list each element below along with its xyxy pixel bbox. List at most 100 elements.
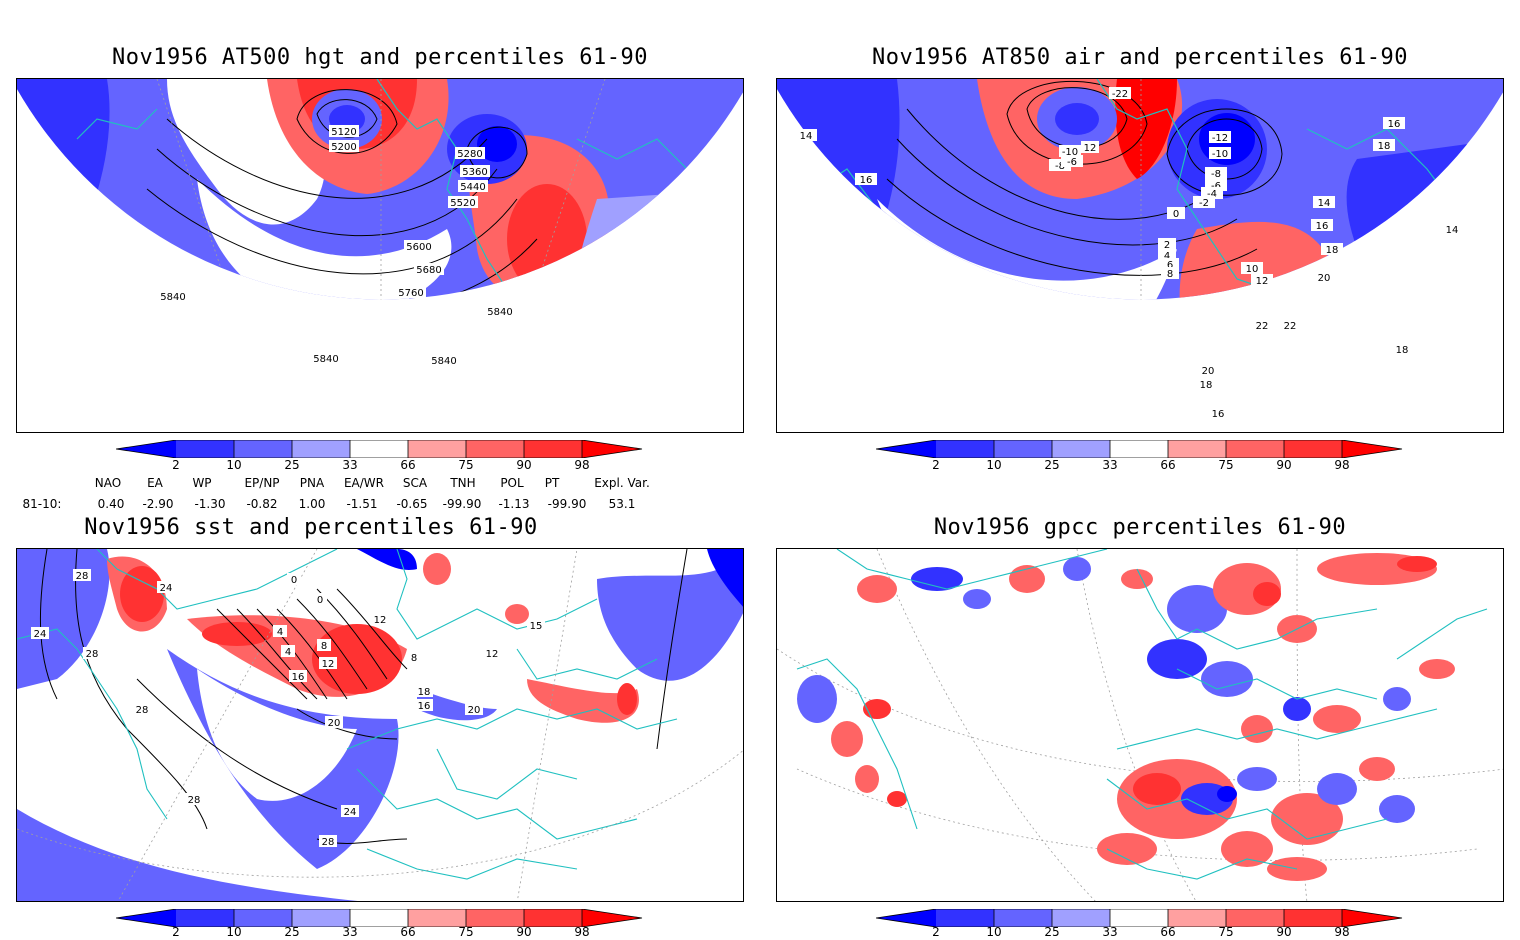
contour-label: 5520 bbox=[450, 198, 475, 209]
contour-label: 12 bbox=[322, 659, 335, 670]
colorbar-svg bbox=[115, 439, 643, 459]
colorbar-label: 90 bbox=[1276, 458, 1292, 472]
index-header: EP/NP bbox=[244, 476, 280, 490]
index-header: POL bbox=[500, 476, 524, 490]
map-at850-svg: -22 -12 -10 -8 -6 -4 -2 0 2 4 6 8 10 12 … bbox=[777, 79, 1503, 420]
colorbar-label: 10 bbox=[226, 925, 242, 939]
contour-label: 14 bbox=[1446, 225, 1459, 236]
contour-label: 18 bbox=[418, 687, 431, 698]
contour-label: 15 bbox=[530, 621, 543, 632]
contour-label: 18 bbox=[1326, 245, 1339, 256]
colorbar-label: 75 bbox=[1218, 458, 1234, 472]
map-sst: 28 24 24 28 28 0 0 4 4 8 12 16 20 24 28 … bbox=[16, 548, 744, 902]
colorbar-label: 98 bbox=[1334, 925, 1350, 939]
contour-label: 8 bbox=[411, 653, 417, 664]
index-value: 0.40 bbox=[97, 497, 125, 511]
contour-label: 18 bbox=[1200, 380, 1213, 391]
colorbar-label: 25 bbox=[1044, 458, 1060, 472]
index-header: EA/WR bbox=[343, 476, 385, 490]
colorbar-top-right: 2 10 25 33 66 75 90 98 bbox=[875, 439, 1406, 476]
colorbar-label: 98 bbox=[574, 925, 590, 939]
panel-title-sst: Nov1956 sst and percentiles 61-90 bbox=[84, 515, 538, 540]
colorbar-label: 33 bbox=[1102, 925, 1118, 939]
contour-label: 22 bbox=[1256, 321, 1269, 332]
contour-label: -4 bbox=[1207, 189, 1217, 200]
index-header: PNA bbox=[299, 476, 325, 490]
contour-label: 16 bbox=[1388, 119, 1401, 130]
contour-label: 14 bbox=[1318, 198, 1331, 209]
contour-label: -8 bbox=[1055, 161, 1065, 172]
contour-label: 28 bbox=[136, 705, 149, 716]
index-row-label: 81-10: bbox=[22, 497, 62, 511]
map-gpcc-svg bbox=[777, 549, 1503, 901]
colorbar-label: 25 bbox=[1044, 925, 1060, 939]
contour-label: 5840 bbox=[431, 356, 456, 367]
contour-label: -8 bbox=[1211, 169, 1221, 180]
contour-label: 10 bbox=[1246, 264, 1259, 275]
colorbar-label: 66 bbox=[1160, 458, 1176, 472]
contour-label: 5600 bbox=[406, 242, 431, 253]
colorbar-label: 75 bbox=[458, 925, 474, 939]
colorbar-label: 2 bbox=[932, 925, 940, 939]
contour-label: 8 bbox=[321, 641, 327, 652]
colorbar-label: 98 bbox=[1334, 458, 1350, 472]
contour-label: 0 bbox=[291, 575, 297, 586]
contour-label: 18 bbox=[1378, 141, 1391, 152]
colorbar-label: 10 bbox=[986, 458, 1002, 472]
map-gpcc bbox=[776, 548, 1504, 902]
colorbar-label: 98 bbox=[574, 458, 590, 472]
colorbar-label: 2 bbox=[932, 458, 940, 472]
contour-label: 5360 bbox=[462, 167, 487, 178]
colorbar-label: 33 bbox=[1102, 458, 1118, 472]
contour-label: 5840 bbox=[487, 307, 512, 318]
colorbar-label: 33 bbox=[342, 458, 358, 472]
colorbar-label: 25 bbox=[284, 458, 300, 472]
colorbar-top-left: 2 10 25 33 66 75 90 98 bbox=[115, 439, 646, 476]
map-at500-svg: 5120 5200 5280 5360 5440 5520 5600 5680 … bbox=[17, 79, 743, 367]
panel-title-at850: Nov1956 AT850 air and percentiles 61-90 bbox=[871, 45, 1409, 70]
colorbar-label: 2 bbox=[172, 458, 180, 472]
contour-label: 5680 bbox=[416, 265, 441, 276]
contour-label: 5120 bbox=[331, 127, 356, 138]
colorbar-label: 66 bbox=[1160, 925, 1176, 939]
colorbar-svg bbox=[115, 908, 643, 928]
contour-label: 12 bbox=[1084, 143, 1097, 154]
contour-label: 5440 bbox=[460, 182, 485, 193]
contour-label: 28 bbox=[188, 795, 201, 806]
index-value: -1.13 bbox=[498, 497, 530, 511]
index-value: -99.90 bbox=[442, 497, 482, 511]
contour-label: 12 bbox=[1256, 276, 1269, 287]
contour-label: 24 bbox=[34, 629, 47, 640]
contour-label: 16 bbox=[418, 701, 431, 712]
contour-label: 4 bbox=[277, 627, 283, 638]
panel-title-gpcc: Nov1956 gpcc percentiles 61-90 bbox=[933, 515, 1347, 540]
contour-label: 4 bbox=[285, 647, 291, 658]
contour-label: 20 bbox=[1318, 273, 1331, 284]
colorbar-label: 10 bbox=[226, 458, 242, 472]
colorbar-bottom-right: 2 10 25 33 66 75 90 98 bbox=[875, 908, 1406, 940]
index-value: -2.90 bbox=[142, 497, 174, 511]
panel-title-at500: Nov1956 AT500 hgt and percentiles 61-90 bbox=[111, 45, 649, 70]
index-header: NAO bbox=[94, 476, 122, 490]
map-at850-air: -22 -12 -10 -8 -6 -4 -2 0 2 4 6 8 10 12 … bbox=[776, 78, 1504, 433]
contour-label: 16 bbox=[1212, 409, 1225, 420]
index-value: -1.51 bbox=[346, 497, 378, 511]
contour-label: 0 bbox=[1173, 209, 1179, 220]
colorbar-label: 2 bbox=[172, 925, 180, 939]
contour-label: -12 bbox=[1212, 133, 1228, 144]
contour-label: 28 bbox=[322, 837, 335, 848]
contour-label: 16 bbox=[860, 175, 873, 186]
contour-label: 24 bbox=[344, 807, 357, 818]
index-value: 53.1 bbox=[608, 497, 636, 511]
index-value: 1.00 bbox=[298, 497, 326, 511]
contour-label: 5760 bbox=[398, 288, 423, 299]
contour-label: 5280 bbox=[457, 149, 482, 160]
index-header: SCA bbox=[402, 476, 428, 490]
indices-value-row: 81-10: 0.40 -2.90 -1.30 -0.82 1.00 -1.51… bbox=[0, 497, 760, 513]
map-sst-svg: 28 24 24 28 28 0 0 4 4 8 12 16 20 24 28 … bbox=[17, 549, 743, 901]
colorbar-svg bbox=[875, 908, 1403, 928]
index-header: PT bbox=[544, 476, 560, 490]
contour-label: -2 bbox=[1199, 198, 1209, 209]
colorbar-label: 75 bbox=[458, 458, 474, 472]
contour-label: 6 bbox=[1167, 260, 1173, 271]
